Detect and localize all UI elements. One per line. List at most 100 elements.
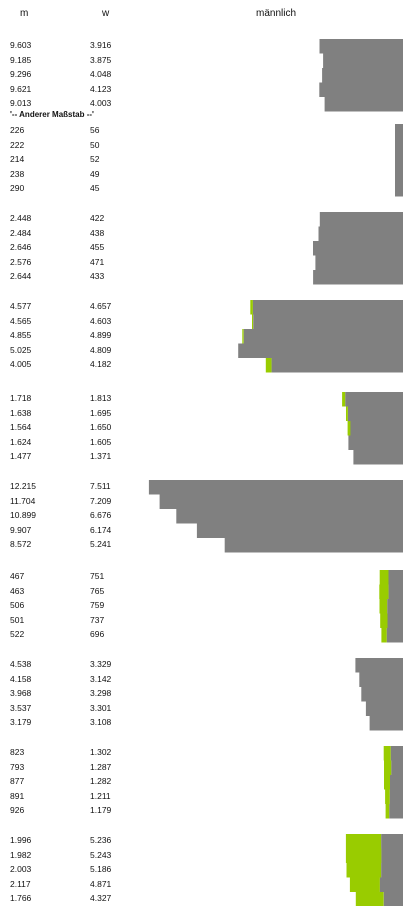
value-m: 226 [10,125,25,135]
value-m: 238 [10,168,25,179]
value-m: 10.899 [10,510,36,520]
male-bar [252,300,403,315]
value-m: 2.644 [10,271,32,281]
value-w: 6.174 [90,524,112,535]
value-w: 3.301 [90,702,112,713]
male-bar [359,672,403,687]
male-bar [379,877,403,892]
value-w: 1.179 [90,805,112,815]
value-w: 759 [90,600,105,610]
value-w: 751 [90,571,105,581]
value-w: 4.123 [90,83,112,94]
male-bar [381,848,403,863]
female-excess-bar [345,848,382,863]
column-header-w: w [102,8,110,19]
female-excess-bar [346,406,348,421]
value-m: 222 [10,139,25,150]
male-bar [361,687,403,702]
male-bar [313,270,403,285]
value-m: 2.117 [10,878,31,889]
male-bar [148,480,403,495]
value-w: 4.182 [90,359,112,369]
value-m: 1.638 [10,407,32,418]
value-w: 4.899 [90,330,112,340]
value-w: 5.243 [90,849,112,860]
value-m: 793 [10,761,25,772]
value-w: 4.003 [90,98,112,108]
value-w: 737 [90,614,105,625]
female-excess-bar [347,421,351,436]
value-m: 1.718 [10,393,32,403]
male-bar [348,406,403,421]
male-bar [395,124,403,139]
value-w: 3.329 [90,659,112,669]
value-m: 2.576 [10,256,32,267]
value-m: 4.855 [10,330,32,340]
value-w: 7.511 [90,481,111,491]
male-bar [383,892,403,906]
male-bar [324,97,403,112]
value-w: 6.676 [90,510,112,520]
value-w: 471 [90,256,105,267]
value-m: 4.158 [10,673,32,684]
female-excess-bar [342,392,346,407]
female-excess-bar [384,760,392,775]
male-bar [365,701,403,716]
value-w: 1.287 [90,761,112,772]
value-m: 9.907 [10,524,32,535]
male-bar [388,584,403,599]
value-m: 1.477 [10,451,32,461]
male-bar [319,82,403,97]
value-w: 7.209 [90,495,112,506]
chart-title: männlich [256,8,297,19]
male-bar [388,570,403,585]
male-bar [323,53,403,68]
value-m: 3.537 [10,702,32,713]
value-m: 4.538 [10,659,32,669]
male-bar [390,746,403,761]
value-m: 823 [10,747,25,757]
column-header-m: m [20,8,29,19]
female-excess-bar [385,804,390,819]
male-bar [243,329,403,344]
value-w: 1.605 [90,436,112,447]
male-bar [395,138,403,153]
female-excess-bar [379,570,389,585]
value-w: 3.108 [90,717,112,727]
female-excess-bar [252,314,254,329]
male-bar [271,358,403,373]
male-bar [391,760,403,775]
value-m: 463 [10,585,25,596]
value-w: 1.282 [90,776,112,786]
value-m: 522 [10,629,25,639]
female-excess-bar [346,863,382,878]
value-w: 5.241 [90,539,112,549]
value-w: 696 [90,629,105,639]
value-w: 455 [90,242,105,252]
value-w: 1.371 [90,451,112,461]
value-m: 1.996 [10,835,32,845]
female-excess-bar [242,329,244,344]
value-w: 438 [90,227,105,238]
male-bar [196,523,403,538]
value-w: 1.813 [90,393,112,403]
value-m: 4.565 [10,315,32,326]
value-w: 3.875 [90,54,112,65]
value-m: 9.185 [10,54,32,65]
female-excess-bar [380,613,388,628]
male-bar [369,716,403,731]
value-m: 5.025 [10,344,32,355]
value-w: 3.142 [90,673,112,684]
value-w: 3.298 [90,688,112,698]
value-m: 9.013 [10,98,32,108]
male-bar [319,212,403,227]
male-bar [176,509,403,524]
male-bar [395,153,403,168]
male-bar [353,450,403,465]
male-bar [313,241,403,256]
value-m: 2.448 [10,213,32,223]
value-m: 1.982 [10,849,32,860]
value-w: 5.236 [90,835,112,845]
value-m: 4.005 [10,359,32,369]
value-w: 4.657 [90,301,112,311]
